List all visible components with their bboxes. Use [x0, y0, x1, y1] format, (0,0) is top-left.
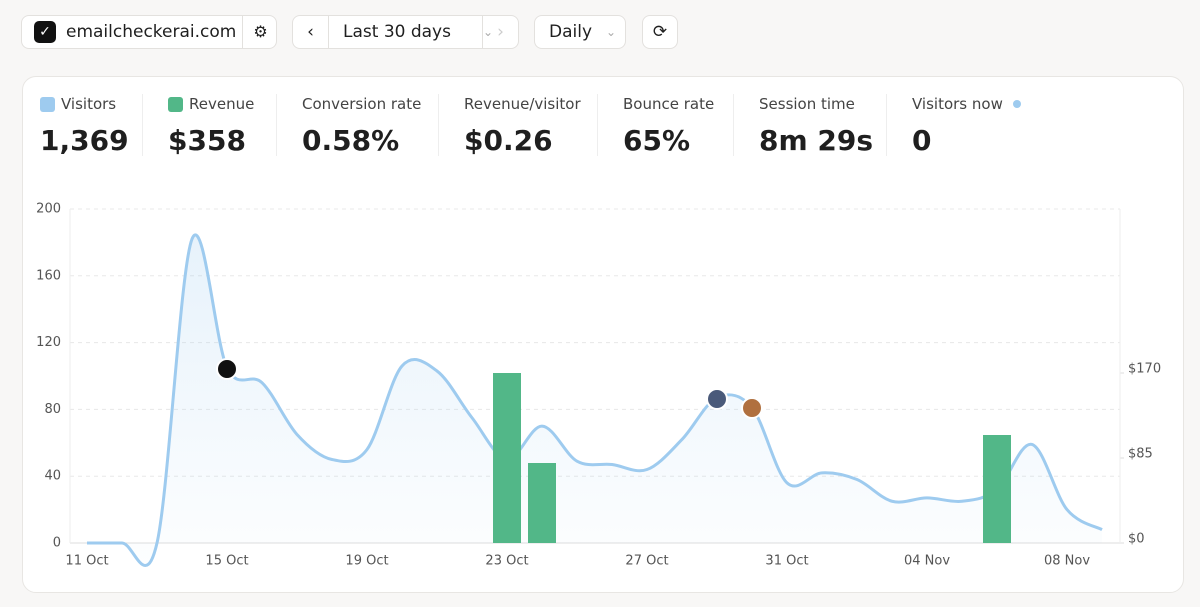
metric-label: Revenue/visitor: [464, 94, 581, 114]
interval-selector[interactable]: Daily ⌄: [534, 15, 626, 49]
metric: Session time 8m 29s: [759, 94, 873, 157]
metric-separator: [438, 94, 439, 156]
metric-label-text: Revenue: [189, 95, 255, 113]
metric: Visitors now 0: [912, 94, 1021, 157]
next-button[interactable]: ›: [482, 16, 518, 48]
series-checkbox[interactable]: [40, 96, 55, 112]
metric-value: $358: [168, 124, 246, 157]
y2-tick-label: $0: [1128, 532, 1145, 547]
x-tick-label: 11 Oct: [65, 554, 108, 569]
metric-label-text: Revenue/visitor: [464, 95, 581, 113]
refresh-button[interactable]: ⟳: [642, 15, 678, 49]
range-label[interactable]: Last 30 days: [343, 22, 451, 42]
metric-label-text: Conversion rate: [302, 95, 422, 113]
annotation-avatar: [706, 388, 728, 410]
metric-label: Visitors: [40, 94, 129, 114]
metric-label: Visitors now: [912, 94, 1021, 114]
interval-caret: ⌄: [606, 25, 617, 39]
line: [86, 233, 1103, 567]
metric-label: Conversion rate: [302, 94, 421, 114]
bar: [983, 435, 1011, 543]
y2-tick-label: $85: [1128, 447, 1153, 462]
x-tick-label: 23 Oct: [485, 554, 528, 569]
metric-label: Revenue: [168, 94, 254, 114]
metric-value: 8m 29s: [759, 124, 874, 157]
settings-icon[interactable]: ⚙: [242, 16, 278, 48]
site-selector[interactable]: ✓ emailcheckerai.com ⚙: [21, 15, 277, 49]
y-tick-label: 160: [36, 268, 61, 283]
y-tick-label: 80: [44, 402, 61, 417]
metric-separator: [733, 94, 734, 156]
metric-separator: [142, 94, 143, 156]
y-tick-label: 200: [36, 202, 61, 217]
metric-label-text: Session time: [759, 95, 855, 113]
site-name: emailcheckerai.com: [66, 22, 237, 42]
metric-separator: [886, 94, 887, 156]
metric-value: 65%: [623, 124, 691, 157]
y-tick-label: 120: [36, 335, 61, 350]
metric-value: 0.58%: [302, 124, 400, 157]
site-icon: ✓: [34, 21, 56, 43]
metric-label-text: Bounce rate: [623, 95, 715, 113]
y-tick-label: 40: [44, 469, 61, 484]
x-tick-label: 31 Oct: [765, 554, 808, 569]
annotation-avatar: [741, 397, 763, 419]
metric: Conversion rate 0.58%: [302, 94, 421, 157]
x-tick-label: 04 Nov: [904, 554, 950, 569]
y2-tick-label: $170: [1128, 362, 1161, 377]
prev-button[interactable]: ‹: [293, 16, 329, 48]
x-tick-label: 19 Oct: [345, 554, 388, 569]
metric-label: Bounce rate: [623, 94, 714, 114]
live-dot: [1012, 100, 1021, 108]
metric: Revenue/visitor $0.26: [464, 94, 581, 157]
x-tick-label: 27 Oct: [625, 554, 668, 569]
metric: Revenue $358: [168, 94, 254, 157]
metric: Bounce rate 65%: [623, 94, 714, 157]
annotation-avatar: [216, 358, 238, 380]
metric: Visitors 1,369: [40, 94, 129, 157]
y-tick-label: 0: [53, 536, 61, 551]
range-caret: ⌄: [483, 25, 494, 39]
x-tick-label: 08 Nov: [1044, 554, 1090, 569]
metric-value: 1,369: [40, 124, 129, 157]
metric-label-text: Visitors now: [912, 95, 1003, 113]
range-selector: ‹ Last 30 days ⌄ ›: [292, 15, 519, 49]
x-tick-label: 15 Oct: [205, 554, 248, 569]
bar: [493, 373, 521, 543]
interval-label: Daily: [549, 22, 593, 42]
metric-label: Session time: [759, 94, 873, 114]
bar: [528, 463, 556, 543]
metric-label-text: Visitors: [61, 95, 117, 113]
area: [87, 234, 1102, 566]
metric-value: 0: [912, 124, 932, 157]
metric-value: $0.26: [464, 124, 553, 157]
metric-separator: [597, 94, 598, 156]
metric-separator: [276, 94, 277, 156]
series-checkbox[interactable]: [168, 96, 183, 112]
